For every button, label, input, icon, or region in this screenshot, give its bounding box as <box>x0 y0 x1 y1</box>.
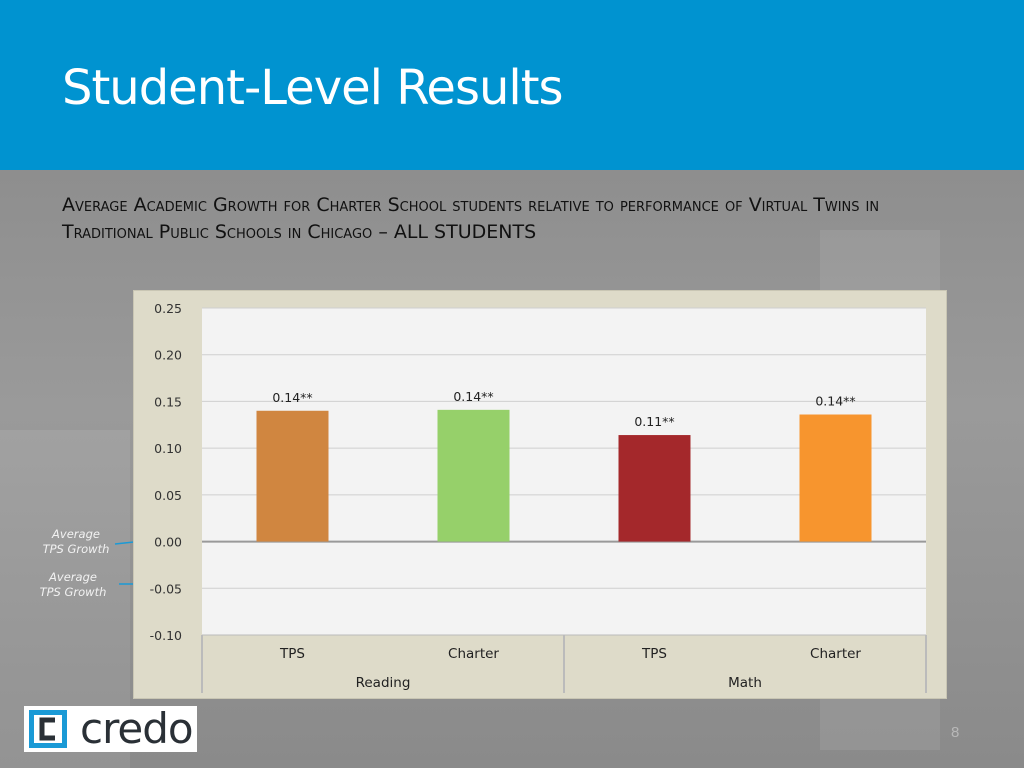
bar-reading-tps <box>256 410 329 542</box>
chart-frame: 0.25 0.20 0.15 0.10 0.05 0.00 -0.05 -0.10 0.14*… <box>133 290 947 699</box>
y-tick-label: 0.05 <box>154 488 182 503</box>
y-tick-label: 0.20 <box>154 348 182 363</box>
data-label: 0.14** <box>453 389 493 404</box>
y-tick-label: -0.05 <box>150 581 182 596</box>
annotation-1-line2: TPS Growth <box>43 542 110 556</box>
data-label: 0.14** <box>272 390 312 405</box>
x-tick-label: TPS <box>641 646 667 662</box>
annotation-2-line1: Average <box>48 570 97 584</box>
x-tick-label: TPS <box>279 646 305 662</box>
bar-math-tps <box>618 435 691 542</box>
x-tick-label: Charter <box>810 646 861 662</box>
x-group-label: Reading <box>356 675 411 691</box>
page-title: Student-Level Results <box>62 60 564 116</box>
bar-math-charter <box>799 414 872 542</box>
data-label: 0.11** <box>634 414 674 429</box>
header-bar: Student-Level Results <box>0 0 1024 170</box>
page-number: 8 <box>951 724 960 741</box>
data-label: 0.14** <box>815 394 855 409</box>
x-tick-label: Charter <box>448 646 499 662</box>
annotations: Average TPS Growth Average TPS Growth <box>40 527 146 599</box>
bar-chart: 0.25 0.20 0.15 0.10 0.05 0.00 -0.05 -0.10 0.14*… <box>150 301 927 693</box>
y-tick-label: 0.15 <box>154 394 182 409</box>
y-tick-label: -0.10 <box>150 628 182 643</box>
x-group-label: Math <box>728 675 762 691</box>
chart-subtitle: Average Academic Growth for Charter Scho… <box>62 194 880 243</box>
credo-logo-icon <box>29 710 67 748</box>
credo-logo: credo <box>24 706 197 752</box>
y-tick-label: 0.10 <box>154 441 182 456</box>
y-tick-label: 0.25 <box>154 301 182 316</box>
annotation-2-line2: TPS Growth <box>40 585 107 599</box>
annotation-1-line1: Average <box>51 527 100 541</box>
bar-reading-charter <box>437 409 510 542</box>
y-tick-label: 0.00 <box>154 535 182 550</box>
logo-text: credo <box>80 704 194 753</box>
